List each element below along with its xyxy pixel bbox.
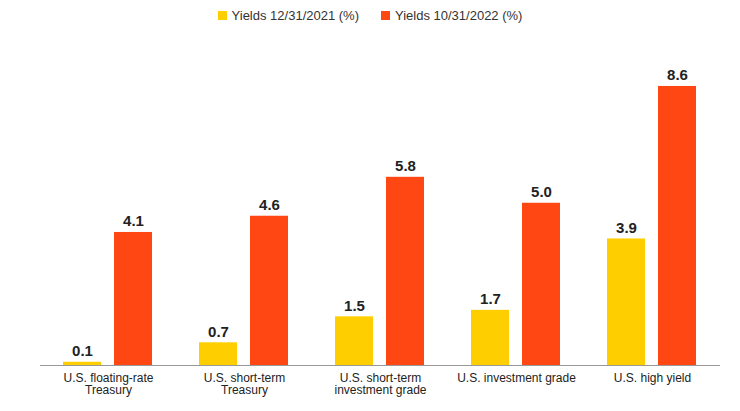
html-text:Yields 10/31/2022 (%): Yields 10/31/2022 (%) [395, 7, 523, 23]
svg-text:1.7: 1.7 [480, 290, 501, 307]
svg-text:U.S. floating-rateTreasury: U.S. floating-rateTreasury [63, 371, 153, 397]
svg-text:U.S. short-terminvestment grad: U.S. short-terminvestment grade [334, 371, 426, 397]
svg-text:5.0: 5.0 [531, 183, 552, 200]
svg-text:U.S. short-termTreasury: U.S. short-termTreasury [204, 371, 285, 397]
html-text:Yields 12/31/2021 (%): Yields 12/31/2021 (%) [231, 7, 359, 23]
svg-text:4.6: 4.6 [259, 196, 280, 213]
svg-text:5.8: 5.8 [395, 157, 416, 174]
svg-text:4.1: 4.1 [123, 212, 144, 229]
svg-text:U.S. investment grade: U.S. investment grade [457, 371, 576, 385]
svg-text:0.1: 0.1 [72, 342, 93, 359]
svg-text:8.6: 8.6 [667, 66, 688, 83]
svg-text:1.5: 1.5 [344, 297, 365, 314]
svg-text:U.S. high yield: U.S. high yield [614, 371, 691, 385]
svg-text:0.7: 0.7 [208, 323, 229, 340]
svg-text:3.9: 3.9 [616, 219, 637, 236]
